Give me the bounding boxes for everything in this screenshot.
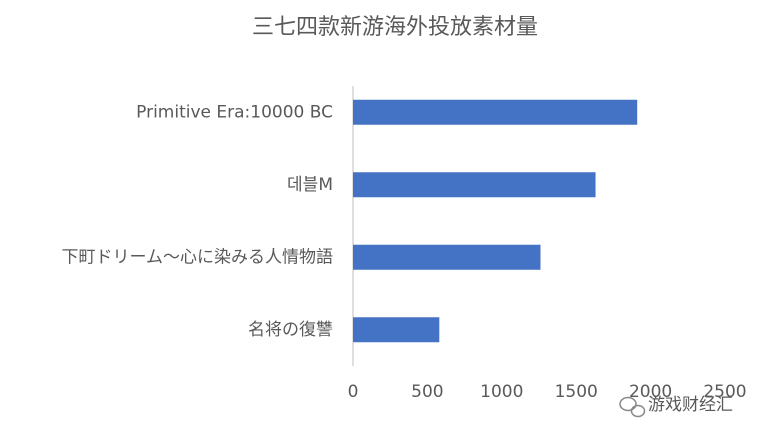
x-tick-label: 500 [411, 382, 443, 402]
watermark-icon [619, 396, 646, 418]
bar [353, 99, 638, 125]
x-tick-label: 2000 [629, 382, 672, 402]
x-tick-label: 2500 [703, 382, 746, 402]
x-tick-label: 1500 [555, 382, 598, 402]
y-tick-label: 下町ドリーム～心に染みる人情物語 [62, 247, 334, 267]
x-tick-label: 0 [348, 382, 359, 402]
bar [353, 317, 440, 343]
chart-title: 三七四款新游海外投放素材量 [252, 15, 538, 40]
x-tick-label: 1000 [480, 382, 523, 402]
watermark: 游戏财经汇 [648, 395, 733, 415]
y-tick-label: 데블M [287, 175, 333, 195]
y-tick-label: Primitive Era:10000 BC [136, 102, 333, 122]
y-tick-label: 名将の復讐 [248, 320, 333, 340]
bar [353, 172, 596, 198]
bar [353, 244, 541, 270]
